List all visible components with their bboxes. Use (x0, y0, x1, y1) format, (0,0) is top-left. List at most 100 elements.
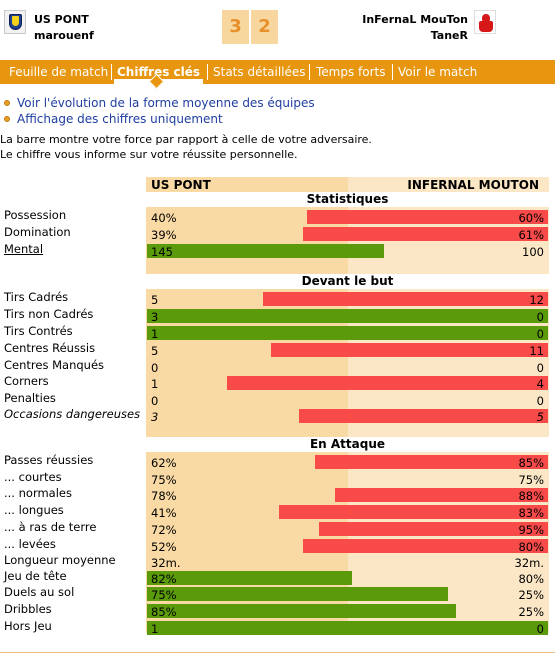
stat-label: ... longues (4, 503, 64, 517)
home-bar (147, 244, 384, 258)
away-value: 12 (529, 293, 544, 307)
away-value: 11 (529, 344, 544, 358)
home-bar (147, 621, 548, 635)
home-value: 5 (151, 344, 159, 358)
section-en-attaque: En Attaque (146, 437, 549, 452)
home-value: 32m. (151, 556, 181, 570)
away-bar (303, 539, 548, 553)
tab-temps-forts[interactable]: Temps forts (316, 65, 386, 79)
away-bar (227, 376, 548, 390)
away-value: 0 (536, 327, 544, 341)
away-value: 0 (536, 394, 544, 408)
bullet-icon (4, 100, 10, 106)
home-bar (147, 309, 548, 323)
tab-feuille-de-match[interactable]: Feuille de match (9, 65, 109, 79)
away-bar (263, 292, 548, 306)
home-value: 72% (151, 523, 177, 537)
away-value: 0 (536, 361, 544, 375)
away-value: 80% (518, 540, 544, 554)
intro-text: La barre montre votre force par rapport … (0, 133, 372, 146)
stat-label: ... normales (4, 486, 72, 500)
away-bar (303, 227, 548, 241)
home-value: 75% (151, 588, 177, 602)
stat-label: ... à ras de terre (4, 520, 97, 534)
home-bar (147, 587, 448, 601)
stat-label: Domination (4, 225, 71, 239)
away-value: 85% (518, 456, 544, 470)
stat-label: Possession (4, 208, 67, 222)
away-value: 80% (518, 572, 544, 586)
home-value: 78% (151, 489, 177, 503)
forme-moyenne-link[interactable]: Voir l'évolution de la forme moyenne des… (17, 96, 315, 110)
away-value: 95% (518, 523, 544, 537)
home-crest-icon (4, 10, 26, 34)
stat-label: Longueur moyenne (4, 553, 116, 567)
away-value: 25% (518, 588, 544, 602)
stat-label: Centres Réussis (4, 341, 96, 355)
tab-voir-le-match[interactable]: Voir le match (398, 65, 478, 79)
away-value: 0 (536, 310, 544, 324)
home-value: 5 (151, 293, 159, 307)
home-value: 39% (151, 228, 177, 242)
home-value: 85% (151, 605, 177, 619)
home-bar (147, 326, 548, 340)
home-coach-name[interactable]: marouenf (34, 29, 94, 42)
home-value: 75% (151, 473, 177, 487)
stat-label: Passes réussies (4, 453, 94, 467)
away-value: 5 (536, 410, 544, 424)
tab-chiffres-cles[interactable]: Chiffres clés (117, 65, 201, 79)
home-bar (147, 604, 456, 618)
tab-divider (207, 64, 208, 80)
stat-label[interactable]: Mental (4, 242, 44, 256)
away-value: 75% (518, 473, 544, 487)
home-bar (147, 571, 352, 585)
away-bar (299, 409, 548, 423)
away-value: 61% (518, 228, 544, 242)
away-value: 32m. (514, 556, 545, 570)
away-value: 0 (536, 622, 544, 636)
stat-label: Occasions dangereuses (4, 407, 141, 421)
home-value: 0 (151, 394, 159, 408)
stat-label: Tirs Contrés (4, 324, 73, 338)
home-value: 52% (151, 540, 177, 554)
away-bar (335, 488, 548, 502)
home-team-name[interactable]: US PONT (34, 13, 89, 26)
away-value: 4 (536, 377, 544, 391)
section-devant-le-but: Devant le but (146, 274, 549, 289)
chiffres-uniquement-link[interactable]: Affichage des chiffres uniquement (17, 112, 223, 126)
home-value: 40% (151, 211, 177, 225)
bullet-icon (4, 116, 10, 122)
away-column-header: INFERNAL MOUTON (407, 178, 539, 192)
away-value: 25% (518, 605, 544, 619)
away-bar (271, 343, 548, 357)
home-value: 1 (151, 377, 159, 391)
tab-stats-detaillees[interactable]: Stats détaillées (213, 65, 306, 79)
stat-label: Corners (4, 374, 49, 388)
away-value: 88% (518, 489, 544, 503)
intro-text: Le chiffre vous informe sur votre réussi… (0, 148, 298, 161)
away-bar (319, 522, 548, 536)
stat-label: Tirs non Cadrés (4, 307, 94, 321)
away-score: 2 (251, 10, 278, 44)
stat-label: Penalties (4, 391, 56, 405)
away-crest-icon (474, 10, 496, 34)
tab-divider (392, 64, 393, 80)
tab-divider (111, 64, 112, 80)
home-value: 41% (151, 506, 177, 520)
match-tabs: Feuille de match Chiffres clés Stats dét… (0, 60, 555, 84)
tab-divider (309, 64, 310, 80)
away-value: 83% (518, 506, 544, 520)
stat-label: Jeu de tête (4, 569, 67, 583)
stat-label: ... levées (4, 537, 56, 551)
home-value: 1 (151, 622, 159, 636)
away-bar (279, 505, 548, 519)
away-coach-name[interactable]: TaneR (430, 29, 468, 42)
home-value: 82% (151, 572, 177, 586)
stat-label: Hors Jeu (4, 619, 52, 633)
away-team-name[interactable]: InFernaL MouTon (362, 13, 468, 26)
home-value: 0 (151, 361, 159, 375)
home-value: 62% (151, 456, 177, 470)
home-column-header: US PONT (151, 178, 211, 192)
home-score: 3 (222, 10, 249, 44)
